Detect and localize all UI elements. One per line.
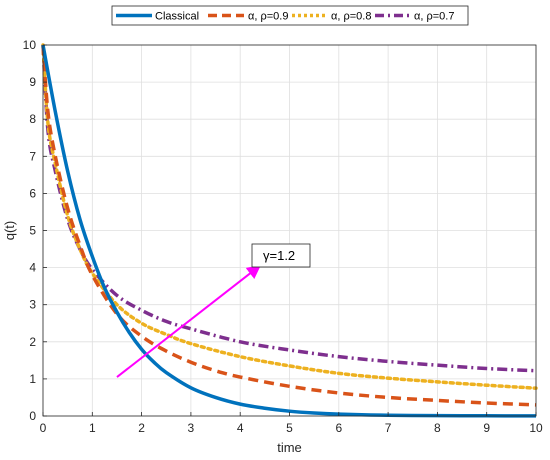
series-line	[41, 44, 537, 418]
x-tick-label: 7	[385, 421, 392, 435]
series-lines	[41, 43, 538, 418]
y-tick-label: 3	[29, 298, 36, 312]
annotation-arrow	[116, 264, 262, 378]
x-tick-label: 10	[529, 421, 543, 435]
series-line	[41, 44, 537, 407]
x-tick-label: 5	[286, 421, 293, 435]
y-tick-label: 2	[29, 335, 36, 349]
annotation-label: γ=1.2	[251, 243, 311, 268]
legend-label-classical: Classical	[155, 11, 199, 23]
annotation-text: γ=1.2	[263, 248, 295, 263]
x-tick-label: 2	[138, 421, 145, 435]
y-tick-label: 5	[29, 224, 36, 238]
y-tick-label: 7	[29, 149, 36, 163]
x-tick-label: 3	[188, 421, 195, 435]
series-line	[41, 43, 538, 390]
axis-ticks: 0 1 2 3 4 5 6 7 8 9 10 0 1 2 3 4 5 6 7 8 9 10	[23, 38, 543, 435]
legend-box	[111, 5, 469, 26]
y-tick-label: 8	[29, 112, 36, 126]
x-tick-label: 0	[40, 421, 47, 435]
legend: Classical α, ρ=0.9 α, ρ=0.8 α, ρ=0.7	[111, 5, 469, 26]
y-tick-label: 6	[29, 186, 36, 200]
x-tick-label: 6	[335, 421, 342, 435]
x-tick-label: 4	[237, 421, 244, 435]
y-tick-label: 1	[29, 372, 36, 386]
y-tick-label: 9	[29, 75, 36, 89]
legend-label-rho-0.8: α, ρ=0.8	[331, 11, 371, 23]
y-tick-label: 10	[23, 38, 37, 52]
x-tick-label: 8	[434, 421, 441, 435]
legend-label-rho-0.7: α, ρ=0.7	[414, 11, 454, 23]
y-tick-label: 4	[29, 261, 36, 275]
legend-label-rho-0.9: α, ρ=0.9	[248, 11, 288, 23]
x-axis-title: time	[277, 440, 302, 455]
y-axis-title: q(t)	[2, 221, 17, 241]
annotation-box	[251, 243, 311, 268]
series-line	[41, 44, 537, 373]
x-tick-label: 1	[89, 421, 96, 435]
y-tick-label: 0	[29, 409, 36, 423]
x-tick-label: 9	[483, 421, 490, 435]
